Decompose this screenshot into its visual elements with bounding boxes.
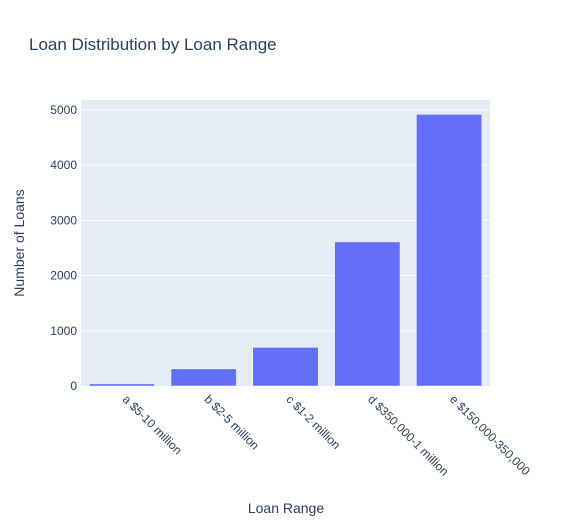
- bar[interactable]: [88, 383, 155, 387]
- y-tick-label: 5000: [50, 103, 77, 117]
- y-tick-label: 2000: [50, 269, 77, 283]
- bars: [88, 114, 483, 387]
- bar[interactable]: [334, 241, 401, 387]
- y-tick-label: 4000: [50, 158, 77, 172]
- y-tick-label: 0: [70, 379, 77, 393]
- x-axis-ticks: a $5-10 million b $2-5 million c $1-2 mill…: [120, 392, 533, 478]
- bar[interactable]: [170, 368, 237, 387]
- x-axis-title: Loan Range: [248, 500, 325, 516]
- y-tick-label: 1000: [50, 324, 77, 338]
- y-tick-label: 3000: [50, 213, 77, 227]
- x-tick-label: c $1-2 million: [283, 392, 343, 452]
- bar[interactable]: [252, 347, 319, 387]
- x-tick-label: b $2-5 million: [202, 392, 262, 452]
- x-tick-label: e $150,000-350,000: [447, 392, 533, 478]
- chart-title: Loan Distribution by Loan Range: [29, 35, 277, 54]
- bar[interactable]: [416, 114, 483, 387]
- y-axis-title: Number of Loans: [11, 189, 27, 296]
- x-tick-label: a $5-10 million: [120, 392, 185, 457]
- y-axis-ticks: 0 1000 2000 3000 4000 5000: [50, 103, 77, 393]
- x-tick-label: d $350,000-1 million: [365, 392, 451, 478]
